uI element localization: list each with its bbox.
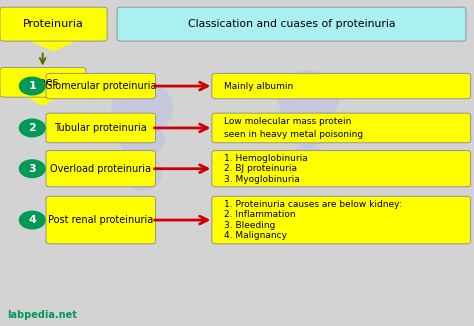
- Text: Post renal proteinuria: Post renal proteinuria: [48, 215, 154, 225]
- Circle shape: [19, 119, 45, 137]
- Text: 1. Hemoglobinuria: 1. Hemoglobinuria: [224, 154, 308, 163]
- FancyBboxPatch shape: [212, 196, 471, 244]
- Polygon shape: [24, 95, 62, 105]
- FancyBboxPatch shape: [46, 113, 155, 143]
- Text: Overload proteinuria: Overload proteinuria: [50, 164, 151, 174]
- Text: labpedia.net: labpedia.net: [7, 310, 77, 320]
- Text: 4: 4: [28, 215, 36, 225]
- Text: 2. Inflammation: 2. Inflammation: [224, 210, 295, 219]
- Text: Proteinuria: Proteinuria: [23, 19, 84, 29]
- FancyBboxPatch shape: [0, 7, 107, 41]
- Ellipse shape: [277, 70, 339, 126]
- Text: 2: 2: [28, 123, 36, 133]
- Text: Types: Types: [27, 77, 58, 87]
- Text: Tubular proteinuria: Tubular proteinuria: [55, 123, 147, 133]
- Text: 3. Bleeding: 3. Bleeding: [224, 221, 275, 230]
- Text: 1: 1: [28, 81, 36, 91]
- Ellipse shape: [119, 124, 165, 156]
- Ellipse shape: [288, 145, 328, 181]
- Text: 3. Myoglobinuria: 3. Myoglobinuria: [224, 174, 300, 184]
- Ellipse shape: [285, 114, 331, 147]
- Ellipse shape: [122, 155, 162, 191]
- Ellipse shape: [111, 80, 173, 135]
- Text: Low molecular mass protein: Low molecular mass protein: [224, 117, 351, 126]
- FancyBboxPatch shape: [46, 151, 155, 187]
- FancyBboxPatch shape: [212, 113, 471, 143]
- FancyBboxPatch shape: [46, 73, 155, 99]
- Text: 1. Proteinuria causes are below kidney:: 1. Proteinuria causes are below kidney:: [224, 200, 401, 209]
- Polygon shape: [26, 38, 81, 51]
- Text: 4. Malignancy: 4. Malignancy: [224, 231, 287, 241]
- Circle shape: [19, 77, 45, 95]
- Circle shape: [19, 160, 45, 177]
- Text: 2. BJ proteinuria: 2. BJ proteinuria: [224, 164, 297, 173]
- FancyBboxPatch shape: [46, 196, 155, 244]
- Text: Glomerular proteinuria: Glomerular proteinuria: [45, 81, 156, 91]
- FancyBboxPatch shape: [0, 67, 86, 97]
- Circle shape: [19, 211, 45, 229]
- Text: Mainly albumin: Mainly albumin: [224, 82, 293, 91]
- FancyBboxPatch shape: [212, 151, 471, 187]
- Text: seen in heavy metal poisoning: seen in heavy metal poisoning: [224, 129, 363, 139]
- Text: Classication and cuases of proteinuria: Classication and cuases of proteinuria: [188, 19, 395, 29]
- FancyBboxPatch shape: [212, 73, 471, 99]
- FancyBboxPatch shape: [117, 7, 466, 41]
- Text: 3: 3: [28, 164, 36, 174]
